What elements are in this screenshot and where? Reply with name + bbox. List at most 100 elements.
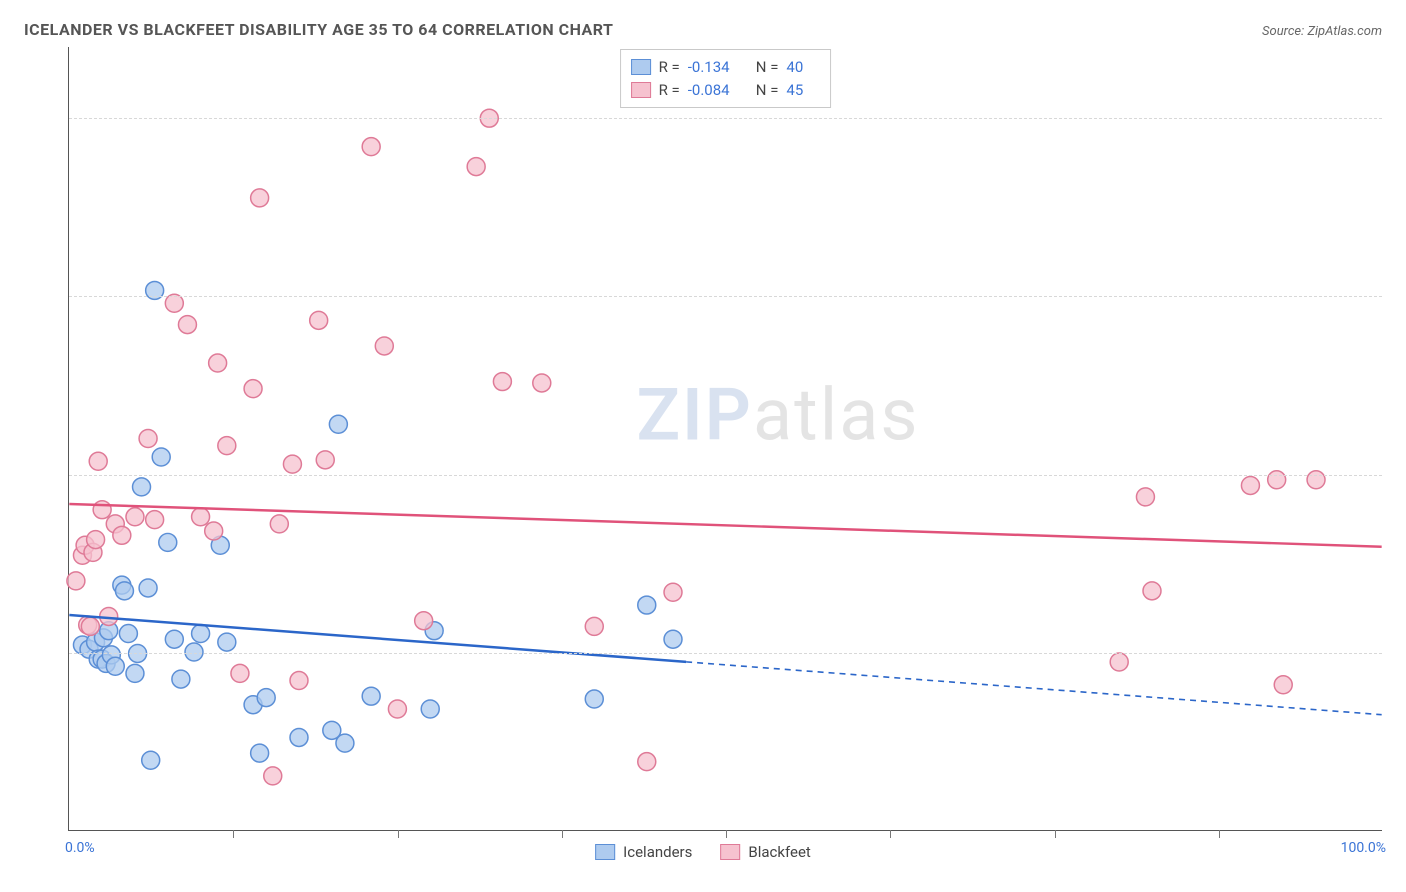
- data-point: [165, 630, 183, 648]
- data-point: [257, 689, 275, 707]
- data-point: [81, 617, 99, 635]
- gridline: [69, 118, 1382, 119]
- data-point: [336, 734, 354, 752]
- data-point: [467, 158, 485, 176]
- correlation-row: R = -0.084 N = 45: [631, 79, 817, 102]
- data-point: [388, 700, 406, 718]
- data-point: [142, 751, 160, 769]
- data-point: [251, 189, 269, 207]
- legend-item: Blackfeet: [720, 843, 810, 861]
- data-point: [585, 617, 603, 635]
- x-tick: [726, 830, 727, 838]
- legend-label: Blackfeet: [748, 843, 810, 861]
- data-point: [1274, 676, 1292, 694]
- data-point: [244, 380, 262, 398]
- data-point: [283, 455, 301, 473]
- y-tick-label: 12.5%: [1388, 645, 1406, 661]
- x-tick: [1219, 830, 1220, 838]
- data-point: [209, 354, 227, 372]
- plot-region: ZIPatlas R =-0.134N =40R =-0.084N =45 0.…: [68, 47, 1382, 831]
- data-point: [152, 448, 170, 466]
- data-point: [231, 664, 249, 682]
- data-point: [139, 430, 157, 448]
- data-point: [251, 744, 269, 762]
- data-point: [115, 582, 133, 600]
- data-point: [270, 515, 288, 533]
- data-point: [205, 522, 223, 540]
- data-point: [638, 753, 656, 771]
- data-point: [1143, 582, 1161, 600]
- x-axis-max-label: 100.0%: [1341, 840, 1386, 856]
- data-point: [192, 508, 210, 526]
- trend-line: [69, 504, 1381, 547]
- chart-container: ICELANDER VS BLACKFEET DISABILITY AGE 35…: [0, 0, 1406, 892]
- legend-swatch: [720, 844, 740, 860]
- x-tick: [562, 830, 563, 838]
- legend-swatch: [631, 82, 651, 98]
- data-point: [290, 672, 308, 690]
- correlation-legend: R = -0.134 N = 40 R = -0.084 N = 45: [620, 49, 832, 108]
- data-point: [1268, 471, 1286, 489]
- data-point: [218, 437, 236, 455]
- n-value: 40: [786, 56, 816, 79]
- data-point: [1307, 471, 1325, 489]
- n-label: N =: [756, 56, 779, 79]
- x-tick: [233, 830, 234, 838]
- data-point: [126, 508, 144, 526]
- data-point: [87, 531, 105, 549]
- x-axis-min-label: 0.0%: [65, 840, 95, 856]
- x-tick: [398, 830, 399, 838]
- x-tick: [1055, 830, 1056, 838]
- y-tick-label: 37.5%: [1388, 288, 1406, 304]
- data-point: [159, 533, 177, 551]
- r-label: R =: [659, 56, 680, 79]
- r-value: -0.084: [688, 79, 748, 102]
- data-point: [415, 612, 433, 630]
- data-point: [1136, 488, 1154, 506]
- chart-area: Disability Age 35 to 64 ZIPatlas R =-0.1…: [24, 47, 1382, 867]
- data-point: [664, 630, 682, 648]
- data-point: [664, 583, 682, 601]
- data-point: [139, 579, 157, 597]
- source-prefix: Source:: [1262, 24, 1307, 39]
- data-point: [290, 728, 308, 746]
- data-point: [172, 670, 190, 688]
- data-point: [533, 374, 551, 392]
- data-point: [89, 452, 107, 470]
- data-point: [133, 478, 151, 496]
- gridline: [69, 653, 1382, 654]
- scatter-svg: [69, 47, 1382, 830]
- data-point: [638, 596, 656, 614]
- data-point: [493, 373, 511, 391]
- gridline: [69, 475, 1382, 476]
- data-point: [178, 316, 196, 334]
- source-attribution: Source: ZipAtlas.com: [1262, 24, 1382, 39]
- legend-swatch: [595, 844, 615, 860]
- data-point: [93, 501, 111, 519]
- r-value: -0.134: [688, 56, 748, 79]
- header: ICELANDER VS BLACKFEET DISABILITY AGE 35…: [24, 20, 1382, 39]
- series-legend: Icelanders Blackfeet: [595, 843, 811, 861]
- data-point: [375, 337, 393, 355]
- data-point: [310, 311, 328, 329]
- data-point: [1110, 653, 1128, 671]
- n-value: 45: [786, 79, 816, 102]
- data-point: [113, 526, 131, 544]
- data-point: [192, 625, 210, 643]
- data-point: [316, 451, 334, 469]
- y-tick-label: 50.0%: [1388, 110, 1406, 126]
- data-point: [585, 690, 603, 708]
- legend-label: Icelanders: [623, 843, 692, 861]
- data-point: [106, 657, 124, 675]
- gridline: [69, 296, 1382, 297]
- y-tick-label: 25.0%: [1388, 467, 1406, 483]
- legend-swatch: [631, 59, 651, 75]
- source-name: ZipAtlas.com: [1307, 24, 1382, 39]
- data-point: [362, 138, 380, 156]
- r-label: R =: [659, 79, 680, 102]
- data-point: [1241, 476, 1259, 494]
- data-point: [218, 633, 236, 651]
- data-point: [146, 511, 164, 529]
- data-point: [119, 625, 137, 643]
- n-label: N =: [756, 79, 779, 102]
